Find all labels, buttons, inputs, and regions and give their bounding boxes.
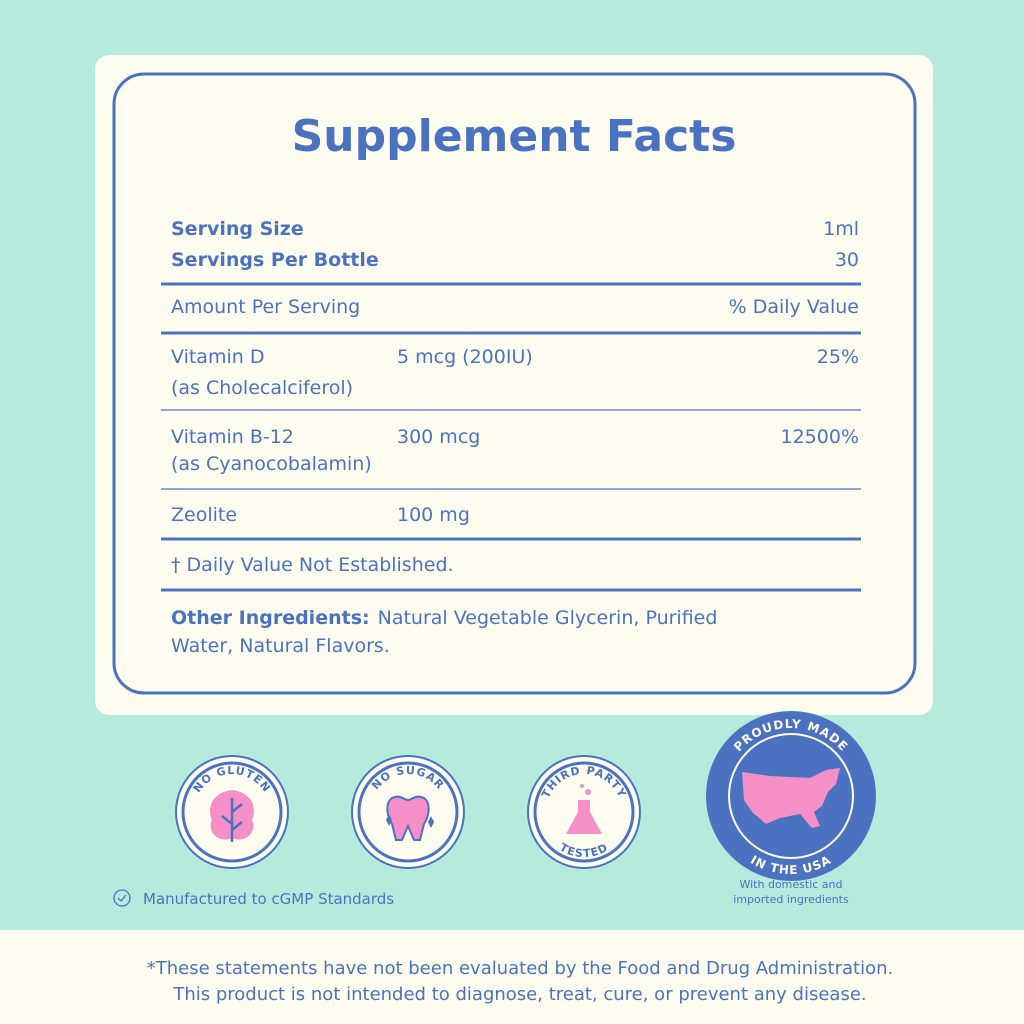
title: Supplement Facts [292, 111, 737, 162]
panel [95, 55, 933, 715]
usa-note: With domestic and [739, 878, 842, 891]
badge-no-sugar: NO SUGAR [351, 755, 465, 869]
badge-third-party: THIRD PARTY TESTED [527, 755, 641, 869]
panel-border [112, 72, 917, 695]
nutrient-dv: 25% [817, 346, 859, 368]
flask-icon [566, 800, 602, 834]
check-mark [117, 894, 127, 902]
nutrient-amount: 300 mcg [397, 426, 480, 448]
nutrient-name: Vitamin D [171, 346, 264, 368]
nutrient-source: (as Cholecalciferol) [171, 377, 353, 399]
badge-ring [357, 761, 459, 863]
other-ingredients-text: Water, Natural Flavors. [171, 635, 390, 657]
servings-value: 30 [835, 249, 859, 271]
footnote: † Daily Value Not Established. [171, 554, 454, 576]
bubble [585, 789, 591, 795]
nutrient-dv: 12500% [781, 426, 860, 448]
other-ingredients: Other Ingredients: Natural Vegetable Glyc… [171, 607, 717, 629]
bubble [580, 784, 584, 788]
serving-size-value: 1ml [823, 218, 859, 240]
nutrient-name: Vitamin B-12 [171, 426, 294, 448]
badge-no-gluten: NO GLUTEN [175, 755, 289, 869]
dv-header: % Daily Value [729, 296, 859, 318]
servings-label: Servings Per Bottle [171, 249, 379, 271]
amount-header: Amount Per Serving [171, 296, 360, 318]
badge-usa: PROUDLY MADE IN THE USA [706, 711, 876, 881]
check-icon [113, 889, 131, 907]
usa-map [742, 768, 840, 828]
manufactured: Manufactured to cGMP Standards [143, 890, 394, 908]
badge-text: TESTED [557, 841, 610, 860]
nutrient-amount: 5 mcg (200IU) [397, 346, 533, 368]
badge-text-path: TESTED [557, 841, 609, 860]
footer [0, 930, 1024, 1024]
leaf-vein [221, 798, 243, 842]
badge-ring [181, 761, 283, 863]
other-ingredients-text: Natural Vegetable Glycerin, Purified [378, 607, 718, 629]
usa-note: imported ingredients [733, 893, 849, 906]
nutrient-amount: 100 mg [397, 504, 470, 526]
badge-ring [728, 733, 854, 859]
badge-ring [533, 761, 635, 863]
disclaimer: This product is not intended to diagnose… [172, 984, 866, 1005]
nutrient-source: (as Cyanocobalamin) [171, 453, 372, 475]
other-ingredients-label: Other Ingredients: [171, 607, 370, 629]
nutrient-name: Zeolite [171, 504, 237, 526]
serving-size-label: Serving Size [171, 218, 304, 240]
disclaimer: *These statements have not been evaluate… [147, 958, 893, 979]
